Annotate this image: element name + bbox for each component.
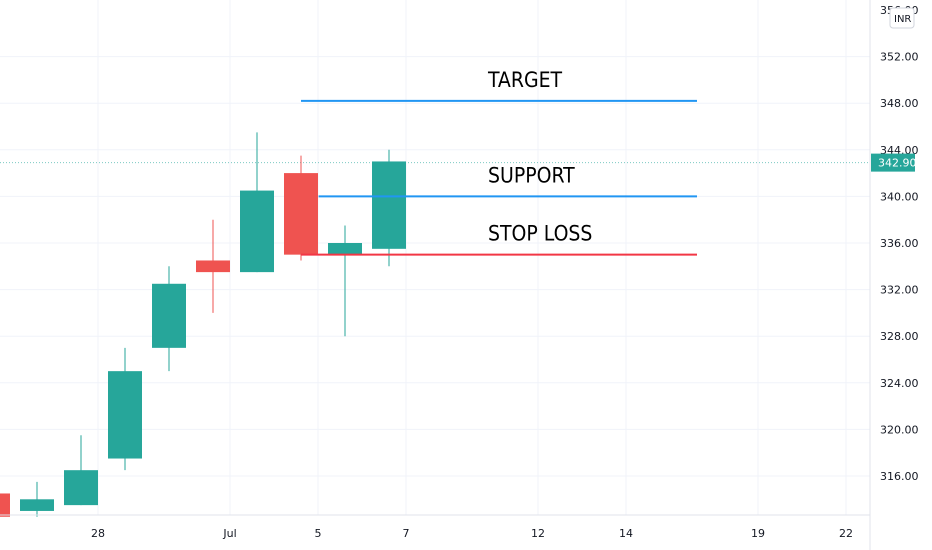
support-label: SUPPORT bbox=[488, 163, 575, 187]
price-tick-label: 324.00 bbox=[880, 377, 919, 390]
price-tick-label: 344.00 bbox=[880, 144, 919, 157]
time-tick-label: 22 bbox=[839, 527, 853, 540]
candle-body bbox=[328, 243, 362, 255]
currency-badge[interactable]: INR bbox=[889, 7, 915, 29]
candles bbox=[0, 132, 406, 517]
candle-up bbox=[328, 225, 362, 337]
candle-body bbox=[108, 371, 142, 459]
time-tick-label: 12 bbox=[531, 527, 545, 540]
price-tick-label: 328.00 bbox=[880, 330, 919, 343]
price-tick-label: 336.00 bbox=[880, 237, 919, 250]
candle-up bbox=[108, 347, 142, 471]
price-tick-label: 348.00 bbox=[880, 97, 919, 110]
time-tick-label: Jul bbox=[222, 527, 236, 540]
price-tick-label: 320.00 bbox=[880, 423, 919, 436]
candle-down bbox=[196, 219, 230, 313]
candle-body bbox=[0, 493, 10, 517]
candle-down bbox=[0, 493, 10, 517]
time-tick-label: 7 bbox=[403, 527, 410, 540]
candle-up bbox=[20, 481, 54, 517]
candle-up bbox=[64, 435, 98, 506]
candle-up bbox=[152, 266, 186, 372]
candle-body bbox=[240, 190, 274, 273]
time-tick-label: 28 bbox=[91, 527, 105, 540]
stop-loss-label: STOP LOSS bbox=[488, 222, 592, 246]
candle-body bbox=[284, 173, 318, 255]
price-tick-label: 340.00 bbox=[880, 190, 919, 203]
candle-body bbox=[20, 499, 54, 511]
time-tick-label: 19 bbox=[751, 527, 765, 540]
candle-body bbox=[152, 283, 186, 348]
price-tick-label: 352.00 bbox=[880, 51, 919, 64]
time-axis[interactable]: 28 Jul 5 7 12 14 19 22 bbox=[0, 514, 870, 540]
candle-up bbox=[372, 149, 406, 267]
price-tick-label: 316.00 bbox=[880, 470, 919, 483]
price-tick-label: 332.00 bbox=[880, 284, 919, 297]
last-price-tag-box bbox=[871, 153, 915, 172]
currency-label: INR bbox=[894, 14, 911, 25]
time-tick-label: 5 bbox=[315, 527, 322, 540]
currency-badge-box bbox=[889, 7, 915, 29]
level-lines: TARGET SUPPORT STOP LOSS bbox=[301, 68, 697, 256]
target-label: TARGET bbox=[487, 68, 563, 92]
candle-body bbox=[196, 260, 230, 273]
candle-body bbox=[372, 161, 406, 249]
grid-lines bbox=[0, 0, 870, 515]
price-axis[interactable]: 356.00316.00320.00324.00328.00332.00336.… bbox=[869, 0, 919, 550]
time-tick-label: 14 bbox=[619, 527, 633, 540]
candle-body bbox=[64, 470, 98, 506]
candle-down bbox=[284, 155, 318, 261]
candle-up bbox=[240, 132, 274, 273]
last-price-value: 342.90 bbox=[878, 157, 917, 170]
last-price-tag: 342.90 bbox=[871, 153, 917, 172]
